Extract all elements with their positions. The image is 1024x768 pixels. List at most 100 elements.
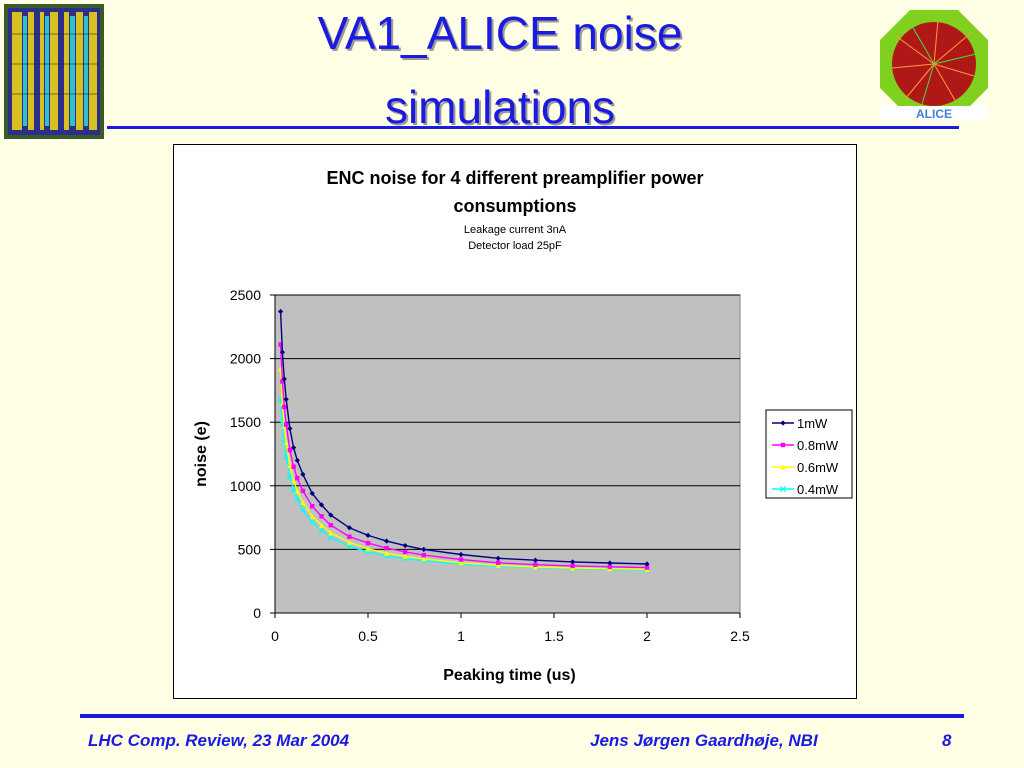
series-1mw xyxy=(277,308,650,567)
data-point-0p8mw xyxy=(310,503,315,509)
x-tick-label: 0 xyxy=(271,628,279,644)
data-point-0p8mw xyxy=(607,564,612,570)
data-point-1mw xyxy=(287,425,293,432)
data-point-1mw xyxy=(458,551,464,558)
legend-label: 0.8mW xyxy=(797,438,839,453)
data-point-1mw xyxy=(495,555,501,561)
y-tick-label: 2500 xyxy=(230,287,261,303)
data-point-0p4mw xyxy=(318,527,325,534)
data-point-1mw xyxy=(570,559,576,565)
legend-label: 0.6mW xyxy=(797,460,839,475)
series-0p6mw xyxy=(277,366,650,572)
legend-label: 0.4mW xyxy=(797,482,839,497)
chart-container: ENC noise for 4 different preamplifier p… xyxy=(173,144,857,699)
data-point-1mw xyxy=(644,561,650,567)
slide-title-line-1: VA1_ALICE noise xyxy=(317,7,683,59)
data-point-0p8mw xyxy=(403,549,408,555)
chart-title-line-2: consumptions xyxy=(453,196,576,216)
y-tick-label: 500 xyxy=(238,541,262,557)
data-point-0p6mw xyxy=(384,550,390,556)
data-point-1mw xyxy=(607,560,613,566)
data-point-0p4mw xyxy=(299,506,306,513)
va1-chip-die-logo xyxy=(4,4,104,139)
data-point-1mw xyxy=(402,542,408,549)
slide-title-line-2: simulations xyxy=(384,81,616,133)
legend-marker xyxy=(780,442,786,448)
x-tick-label: 1.5 xyxy=(544,628,564,644)
chart-subtitle-2: Detector load 25pF xyxy=(468,240,562,252)
x-tick-label: 2 xyxy=(643,628,651,644)
footer-event: LHC Comp. Review, 23 Mar 2004 xyxy=(88,731,350,750)
data-point-1mw xyxy=(384,538,390,544)
data-point-0p6mw xyxy=(328,530,334,536)
data-point-0p8mw xyxy=(291,464,296,469)
data-point-0p4mw xyxy=(327,534,334,541)
footer-rule xyxy=(80,714,964,718)
data-point-0p6mw xyxy=(309,513,315,519)
data-point-0p8mw xyxy=(365,540,371,546)
footer-author: Jens Jørgen Gaardhøje, NBI xyxy=(590,731,818,750)
data-point-0p4mw xyxy=(294,496,301,503)
data-point-0p6mw xyxy=(458,560,464,566)
y-axis-label: noise (e) xyxy=(193,421,210,487)
data-point-0p8mw xyxy=(282,404,287,410)
y-tick-label: 1000 xyxy=(230,478,261,494)
data-point-1mw xyxy=(365,532,371,539)
svg-text:ALICE: ALICE xyxy=(916,107,952,121)
data-point-1mw xyxy=(532,557,538,563)
data-point-0p8mw xyxy=(644,565,650,570)
x-axis-label: Peaking time (us) xyxy=(443,667,575,684)
data-point-0p8mw xyxy=(570,563,575,569)
data-point-0p8mw xyxy=(496,560,501,565)
data-point-0p6mw xyxy=(318,522,325,528)
series-line-0p6mw xyxy=(279,368,648,571)
data-point-1mw xyxy=(318,502,325,508)
title-underline xyxy=(107,126,959,129)
data-point-1mw xyxy=(309,490,315,497)
data-point-0p6mw xyxy=(294,488,300,494)
data-point-0p6mw xyxy=(365,546,371,552)
data-point-0p8mw xyxy=(295,475,300,481)
data-point-0p8mw xyxy=(347,534,352,539)
y-tick-label: 1500 xyxy=(230,414,261,430)
legend-item-0p4mw: 0.4mW xyxy=(772,482,839,497)
series-line-0p8mw xyxy=(279,344,648,569)
data-point-0p8mw xyxy=(278,342,283,347)
legend-marker xyxy=(780,420,786,426)
data-point-0p8mw xyxy=(421,552,426,558)
legend-marker xyxy=(780,464,786,470)
noise-chart: ENC noise for 4 different preamplifier p… xyxy=(193,168,853,684)
data-point-0p6mw xyxy=(291,478,297,484)
data-point-1mw xyxy=(294,457,300,463)
data-point-0p6mw xyxy=(346,539,352,546)
legend-label: 1mW xyxy=(797,416,828,431)
y-tick-label: 0 xyxy=(253,605,261,621)
series-0p8mw xyxy=(278,342,650,570)
y-tick-label: 2000 xyxy=(230,351,261,367)
x-tick-label: 2.5 xyxy=(730,628,750,644)
data-point-1mw xyxy=(328,512,334,518)
data-point-0p6mw xyxy=(421,556,427,562)
data-point-0p8mw xyxy=(300,488,306,494)
data-point-0p6mw xyxy=(283,439,289,446)
legend-item-1mw: 1mW xyxy=(772,416,828,431)
x-tick-label: 1 xyxy=(457,628,465,644)
data-point-0p6mw xyxy=(300,499,306,505)
data-point-0p6mw xyxy=(402,553,408,559)
data-point-0p8mw xyxy=(384,545,389,551)
data-point-0p4mw xyxy=(290,486,297,493)
legend-marker xyxy=(779,485,787,493)
data-point-0p8mw xyxy=(533,562,538,567)
data-point-0p6mw xyxy=(495,562,501,568)
alice-experiment-logo: ALICE xyxy=(880,10,988,121)
plot-area xyxy=(274,294,741,614)
series-line-1mw xyxy=(279,311,648,565)
x-tick-label: 0.5 xyxy=(358,628,378,644)
data-point-0p4mw xyxy=(309,519,316,526)
data-point-0p6mw xyxy=(287,462,293,469)
data-point-0p8mw xyxy=(280,379,285,384)
data-point-0p8mw xyxy=(283,422,289,427)
data-point-1mw xyxy=(421,546,427,552)
data-point-0p6mw xyxy=(532,564,538,570)
